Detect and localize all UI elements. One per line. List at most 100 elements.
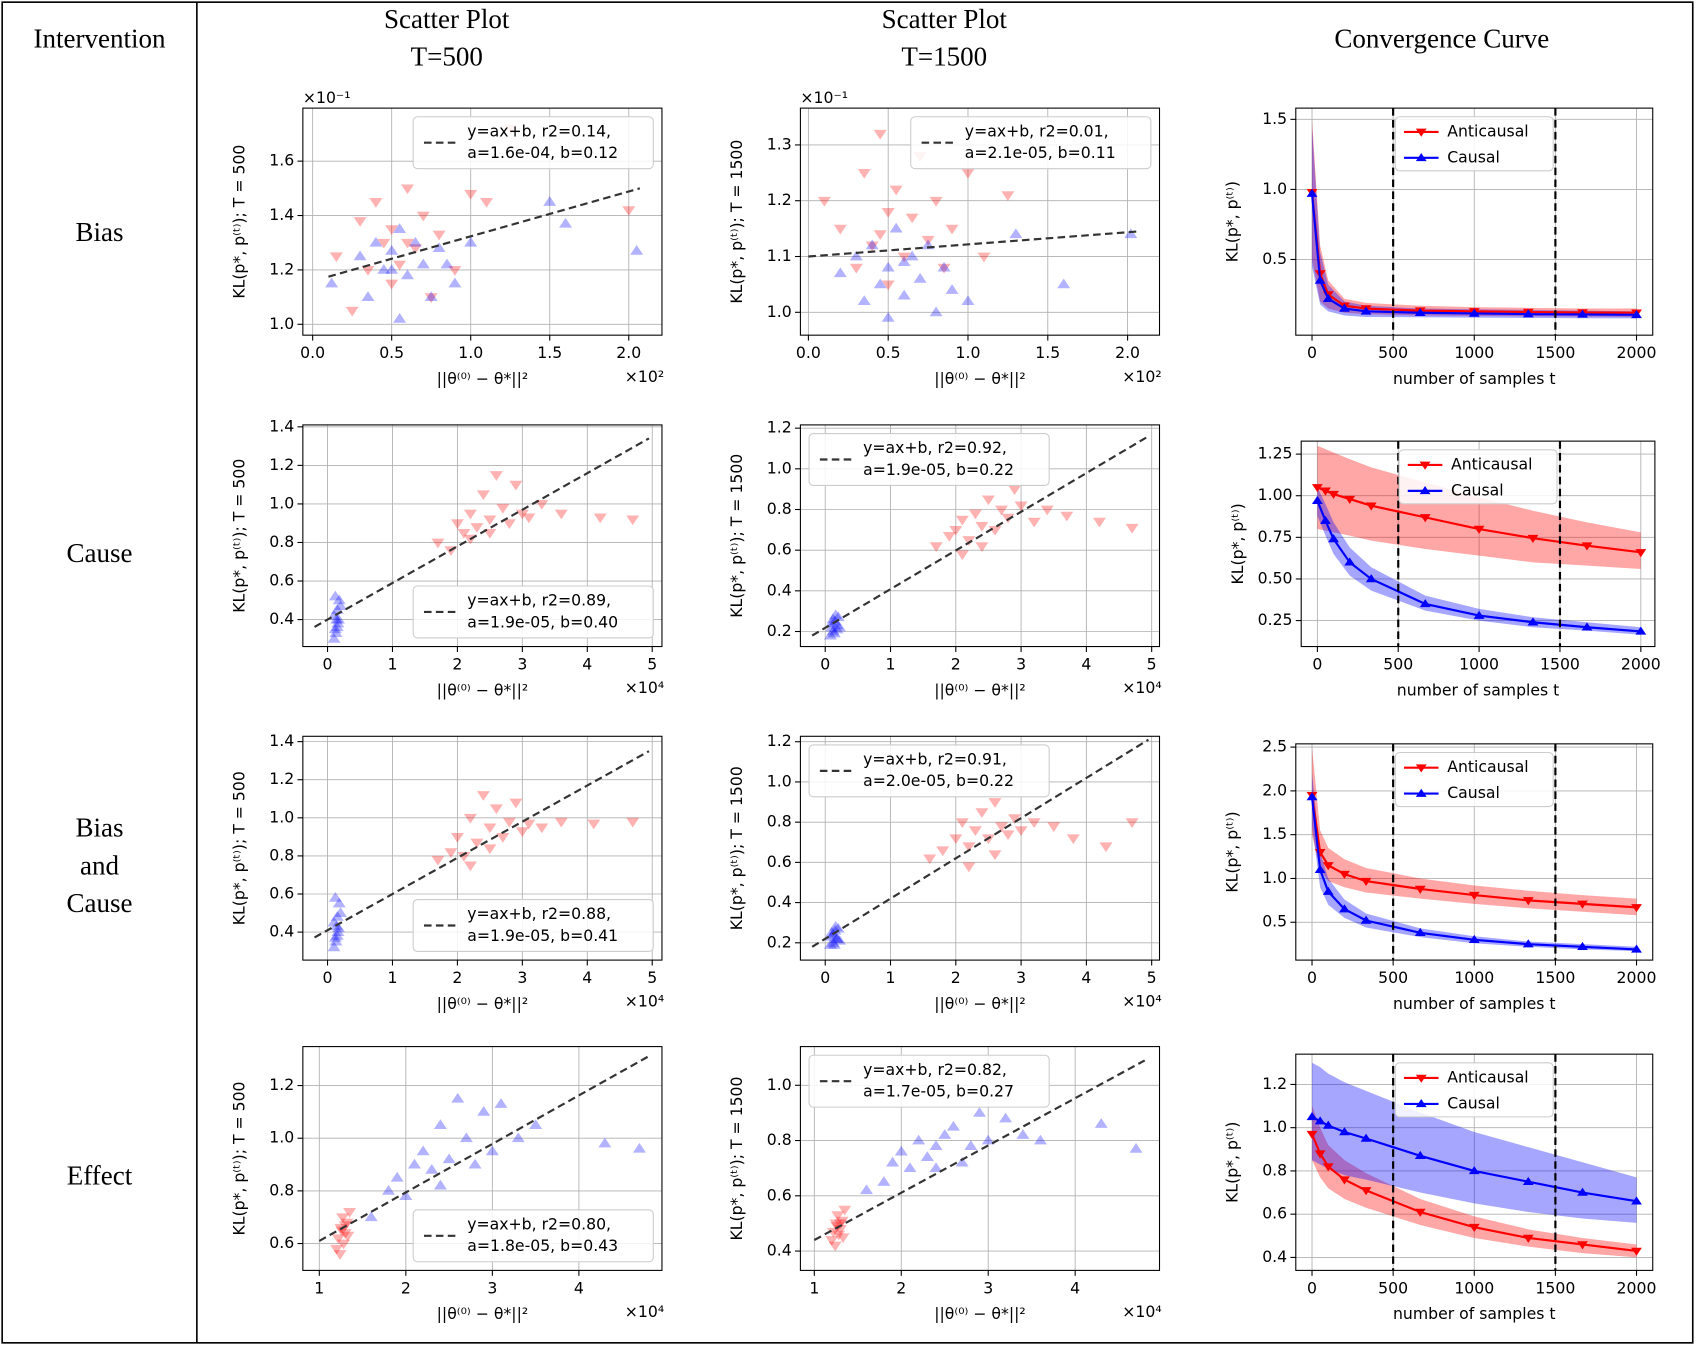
scatter-point	[476, 490, 490, 501]
marker	[1635, 549, 1647, 558]
column-header: T=1500	[901, 42, 987, 72]
legend-label: y=ax+b, r2=0.14,	[467, 121, 611, 140]
legend-marker	[1415, 128, 1427, 137]
scatter-point	[829, 609, 843, 620]
legend-marker	[1415, 1099, 1427, 1108]
plot-frame	[799, 735, 1161, 961]
scatter-point	[338, 1229, 352, 1239]
scatter-point	[881, 261, 895, 272]
legend-label: Causal	[1447, 1093, 1500, 1112]
x-axis-label: number of samples t	[1397, 680, 1560, 699]
scatter-point	[826, 625, 840, 636]
scatter-point	[336, 1213, 350, 1224]
x-axis-label: ||θ⁽⁰⁾ − θ*||²	[437, 369, 529, 388]
marker	[1360, 306, 1372, 315]
scatter-point	[345, 306, 359, 317]
marker	[1527, 534, 1539, 544]
row-label: Cause	[66, 538, 132, 568]
scatter-point	[331, 617, 345, 628]
scatter-point	[894, 1145, 908, 1156]
marker	[1631, 1196, 1642, 1205]
scatter-point	[329, 627, 343, 637]
legend-box	[412, 585, 654, 639]
scatter-point	[433, 1119, 447, 1129]
x-tick-label: 5	[647, 654, 657, 673]
scatter-point	[416, 211, 430, 222]
scatter-point	[496, 832, 510, 843]
scatter-point	[955, 550, 969, 561]
scatter-point	[964, 1140, 978, 1150]
scatter-point	[489, 471, 503, 481]
legend-label: Causal	[1451, 480, 1504, 499]
scatter-point	[988, 850, 1002, 861]
column-header: Scatter Plot	[384, 4, 510, 34]
y-tick-label: 1.25	[1258, 444, 1293, 463]
x-tick-label: 0	[1307, 343, 1317, 362]
x-tick-label: 1000	[1454, 968, 1494, 987]
plot-frame	[799, 1046, 1161, 1271]
scatter-point	[408, 236, 422, 247]
scatter-point	[873, 230, 887, 241]
scatter-point	[502, 519, 516, 530]
x-offset: ×10⁴	[625, 1302, 664, 1321]
scatter-point	[509, 798, 523, 809]
row-label: Bias	[75, 813, 123, 843]
marker	[1577, 900, 1588, 909]
scatter-point	[393, 223, 407, 234]
legend-box	[412, 1209, 654, 1263]
marker	[1306, 1112, 1318, 1121]
scatter-point	[522, 819, 536, 830]
plot-frame	[1295, 107, 1654, 336]
scatter-point	[945, 284, 959, 294]
scatter-point	[999, 1112, 1013, 1123]
scatter-point	[829, 920, 843, 931]
x-tick-label: 2	[951, 968, 961, 987]
scatter-point	[328, 623, 342, 634]
y-tick-label: 0.5	[1262, 912, 1287, 931]
legend-label: Anticausal	[1447, 1067, 1528, 1086]
scatter-point	[1027, 818, 1041, 828]
marker	[1360, 877, 1372, 886]
marker	[1322, 886, 1334, 895]
marker	[1322, 862, 1334, 871]
scatter-point	[1057, 278, 1071, 289]
y-tick-label: 1.4	[269, 416, 294, 435]
plot-frame	[302, 1046, 663, 1271]
plot-frame	[302, 735, 663, 961]
marker	[1468, 308, 1480, 317]
x-tick-label: 1500	[1535, 343, 1575, 362]
scatter-point	[425, 1163, 439, 1174]
scatter-point	[889, 222, 903, 233]
scatter-point	[995, 822, 1008, 833]
legend-label: y=ax+b, r2=0.80,	[467, 1214, 611, 1233]
y-tick-label: 0.4	[767, 580, 792, 599]
legend-marker	[1419, 485, 1431, 495]
scatter-point	[431, 855, 445, 866]
scatter-point	[440, 258, 454, 269]
y-tick-label: 1.2	[1262, 1074, 1287, 1093]
scatter-point	[829, 1219, 843, 1230]
scatter-point	[873, 129, 887, 140]
y-tick-label: 1.0	[269, 807, 294, 826]
plot-frame	[302, 424, 663, 648]
scatter-point	[897, 256, 911, 266]
x-tick-label: 0.5	[876, 343, 901, 362]
scatter-point	[401, 184, 414, 195]
scatter-point	[1047, 822, 1061, 833]
legend-box	[808, 1054, 1050, 1108]
y-tick-label: 0.6	[767, 540, 792, 559]
marker	[1468, 1223, 1480, 1233]
marker	[1328, 490, 1339, 499]
x-tick-label: 3	[1016, 968, 1026, 987]
y-tick-label: 0.4	[1262, 1247, 1287, 1266]
marker	[1522, 309, 1534, 318]
x-tick-label: 500	[1383, 654, 1413, 673]
scatter-point	[328, 891, 342, 902]
scatter-point	[364, 1211, 378, 1222]
chart: 0 1 2 3 4 5 0.2 0.4 0.6 0.8 1.0 1.2 ||θ⁽⁰⁾ − θ*||² KL…	[727, 418, 1162, 700]
scatter-point	[905, 250, 919, 261]
scatter-point	[515, 827, 529, 837]
scatter-point	[921, 235, 935, 246]
scatter-point	[433, 1179, 447, 1190]
scatter-point	[913, 272, 927, 283]
